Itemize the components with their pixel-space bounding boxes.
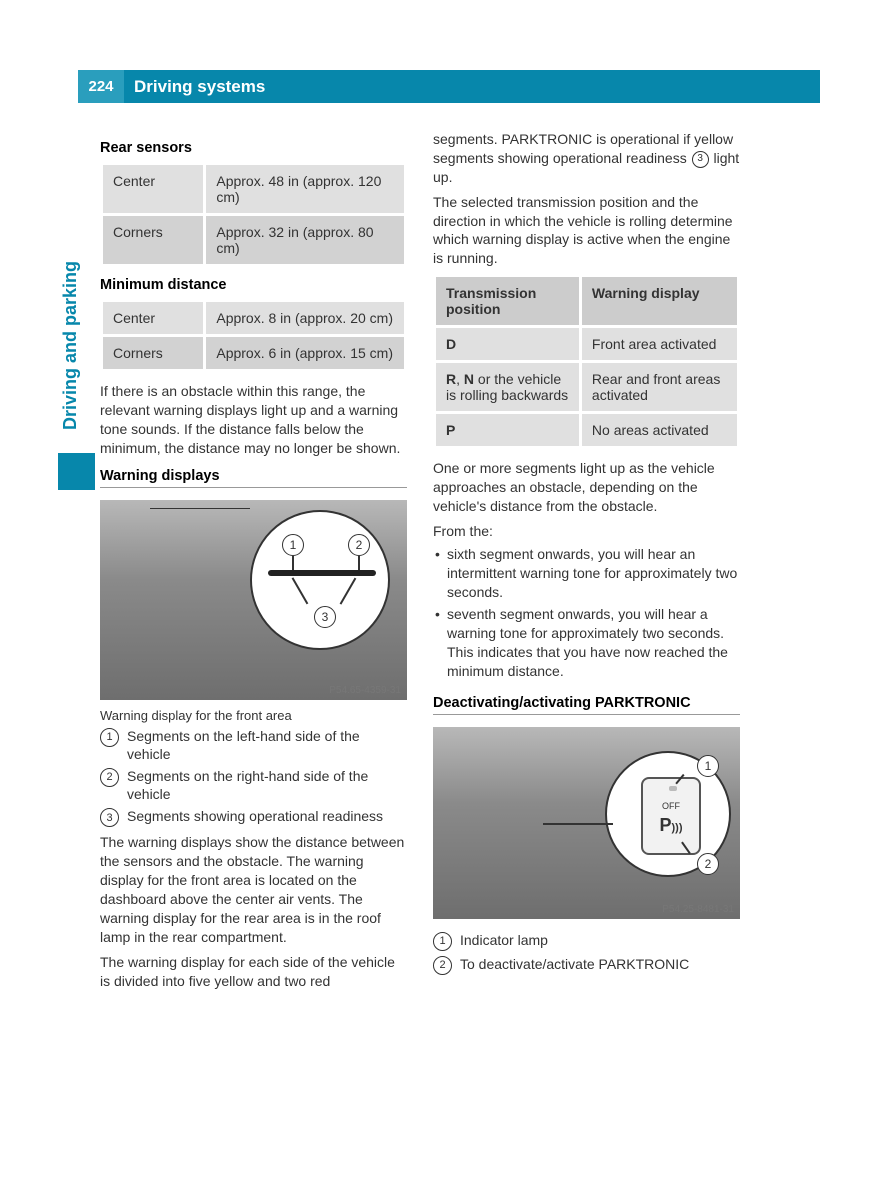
legend-item: 2 To deactivate/activate PARKTRONIC: [433, 955, 740, 975]
table-cell: No areas activated: [580, 413, 738, 448]
table-header: Warning display: [580, 276, 738, 327]
table-cell: Approx. 32 in (approx. 80 cm): [205, 215, 406, 266]
min-distance-table: CenterApprox. 8 in (approx. 20 cm) Corne…: [100, 299, 407, 372]
marker-1: 1: [282, 534, 304, 556]
right-column: segments. PARKTRONIC is operational if y…: [433, 130, 740, 996]
legend-num: 2: [433, 956, 452, 975]
figure-code: P54.65-4359-31: [329, 685, 401, 696]
bullet-item: seventh segment onwards, you will hear a…: [433, 605, 740, 681]
bullet-item: sixth segment onwards, you will hear an …: [433, 545, 740, 602]
marker-2: 2: [697, 853, 719, 875]
side-tab-square: [58, 453, 95, 490]
leader-line: [358, 556, 360, 570]
figure-caption: Warning display for the front area: [100, 708, 407, 723]
marker-1: 1: [697, 755, 719, 777]
table-cell: Approx. 6 in (approx. 15 cm): [205, 336, 406, 371]
table-cell: D: [435, 327, 581, 362]
leader-line: [292, 577, 308, 604]
table-cell: P: [435, 413, 581, 448]
leader-line: [150, 508, 250, 510]
p-icon: P))): [643, 815, 699, 836]
indicator-lamp-icon: [669, 786, 677, 791]
rear-sensors-title: Rear sensors: [100, 140, 407, 156]
table-header: Transmission position: [435, 276, 581, 327]
leader-line: [543, 823, 613, 825]
segment-bar: [268, 570, 376, 576]
warning-displays-title: Warning displays: [100, 468, 407, 488]
seg-para: One or more segments light up as the veh…: [433, 459, 740, 516]
legend-item: 1 Indicator lamp: [433, 931, 740, 951]
cont-para: segments. PARKTRONIC is operational if y…: [433, 130, 740, 187]
figure-deactivate: OFF P))) 1 2 P54.25-8481-31: [433, 727, 740, 919]
callout-circle: 1 2 3: [250, 510, 390, 650]
min-distance-title: Minimum distance: [100, 277, 407, 293]
deactivating-title: Deactivating/activating PARKTRONIC: [433, 695, 740, 715]
text: segments. PARKTRONIC is operational if y…: [433, 131, 733, 166]
off-label: OFF: [643, 801, 699, 811]
leader-line: [340, 577, 356, 604]
header-title: Driving systems: [100, 77, 265, 97]
trans-para: The selected transmission position and t…: [433, 193, 740, 269]
table-cell: Center: [102, 301, 205, 336]
callout-circle: OFF P))) 1 2: [605, 751, 731, 877]
bullet-list: sixth segment onwards, you will hear an …: [433, 545, 740, 681]
from-label: From the:: [433, 522, 740, 541]
table-cell: Corners: [102, 215, 205, 266]
legend-num: 1: [100, 728, 119, 747]
header-bar: 224 Driving systems: [100, 70, 820, 103]
legend-item: 1 Segments on the left-hand side of the v…: [100, 727, 407, 763]
marker-3: 3: [314, 606, 336, 628]
legend-num: 1: [433, 932, 452, 951]
table-cell: R, N or the vehicle is rolling backwards: [435, 362, 581, 413]
table-cell: Corners: [102, 336, 205, 371]
table-cell: Front area activated: [580, 327, 738, 362]
table-cell: Center: [102, 164, 205, 215]
rear-sensors-table: CenterApprox. 48 in (approx. 120 cm) Cor…: [100, 162, 407, 267]
warning-para-2: The warning display for each side of the…: [100, 953, 407, 991]
table-cell: Approx. 8 in (approx. 20 cm): [205, 301, 406, 336]
legend-text: Segments showing operational readiness: [127, 807, 383, 827]
transmission-table: Transmission position Warning display D …: [433, 274, 740, 449]
marker-2: 2: [348, 534, 370, 556]
obstacle-text: If there is an obstacle within this rang…: [100, 382, 407, 458]
leader-line: [292, 556, 294, 570]
page: 224 Driving systems Driving and parking …: [0, 0, 884, 1056]
legend-text: Segments on the left-hand side of the ve…: [127, 727, 407, 763]
legend-item: 3 Segments showing operational readiness: [100, 807, 407, 827]
side-tab: Driving and parking: [60, 261, 81, 430]
parktronic-button: OFF P))): [641, 777, 701, 855]
page-number: 224: [78, 70, 124, 103]
legend-text: Segments on the right-hand side of the v…: [127, 767, 407, 803]
legend-text: To deactivate/activate PARKTRONIC: [460, 955, 689, 975]
figure-code: P54.25-8481-31: [662, 904, 734, 915]
figure-front-warning: 1 2 3 P54.65-4359-31: [100, 500, 407, 700]
table-cell: Approx. 48 in (approx. 120 cm): [205, 164, 406, 215]
legend-text: Indicator lamp: [460, 931, 548, 951]
warning-para-1: The warning displays show the distance b…: [100, 833, 407, 946]
table-cell: Rear and front areas activated: [580, 362, 738, 413]
legend-num: 2: [100, 768, 119, 787]
inline-marker-3: 3: [692, 151, 709, 168]
content-columns: Rear sensors CenterApprox. 48 in (approx…: [100, 70, 824, 996]
legend-num: 3: [100, 808, 119, 827]
left-column: Rear sensors CenterApprox. 48 in (approx…: [100, 130, 407, 996]
legend-item: 2 Segments on the right-hand side of the …: [100, 767, 407, 803]
